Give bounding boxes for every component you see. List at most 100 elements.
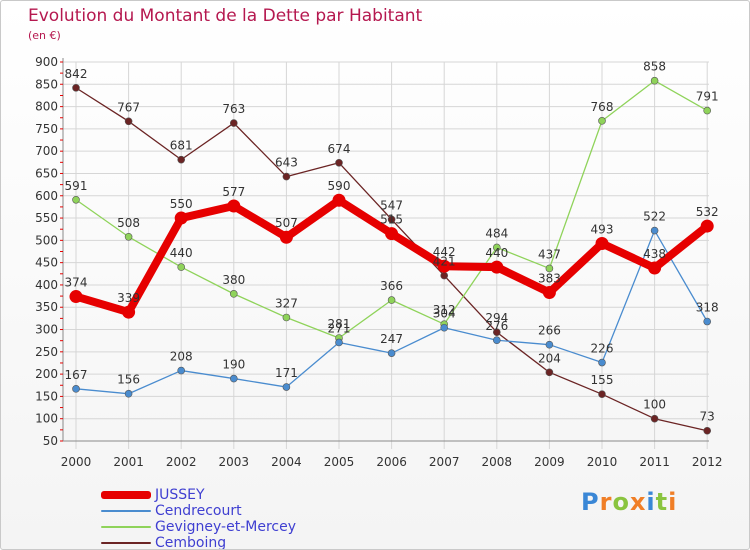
data-label: 374 [65,276,88,290]
data-point-gevigney-et-mercey [177,263,185,271]
x-tick-label: 2002 [166,455,197,469]
data-label: 493 [591,222,614,236]
logo-letter: P [581,488,600,516]
legend-item: Gevigney-et-Mercey [101,519,296,535]
data-point-cemboing [545,368,554,377]
y-tick-label: 150 [35,389,58,403]
data-point-gevigney-et-mercey [230,290,238,298]
data-label: 304 [433,307,456,321]
x-tick-label: 2008 [482,455,513,469]
chart-unit: (en €) [28,29,61,42]
data-point-jussey [700,219,714,233]
data-label: 266 [538,324,561,338]
data-label: 318 [696,301,719,315]
x-tick-label: 2006 [376,455,407,469]
x-tick-label: 2007 [429,455,460,469]
x-tick-label: 2005 [324,455,355,469]
x-tick-label: 2000 [61,455,92,469]
data-point-cendrecourt [335,338,343,347]
data-label: 437 [538,247,561,261]
legend-swatch [101,542,151,544]
data-point-gevigney-et-mercey [598,117,606,125]
data-point-gevigney-et-mercey [492,243,501,252]
data-label: 167 [65,368,88,382]
data-point-cendrecourt [598,358,606,367]
y-tick-label: 900 [35,55,58,69]
x-tick-label: 2009 [534,455,565,469]
data-label: 577 [222,185,245,199]
y-tick-label: 500 [35,233,58,247]
y-tick-label: 600 [35,189,58,203]
data-label: 643 [275,156,298,170]
data-point-cendrecourt [177,366,185,375]
data-point-cendrecourt [230,374,238,383]
data-label: 522 [643,210,666,224]
data-point-cendrecourt [492,336,501,345]
data-point-gevigney-et-mercey [387,296,396,304]
data-label: 768 [591,100,614,114]
data-point-cemboing [440,271,449,280]
data-point-jussey [385,227,399,241]
data-point-jussey [648,261,662,275]
y-tick-label: 700 [35,144,58,158]
data-label: 327 [275,296,298,310]
data-label: 591 [65,179,88,193]
data-point-cemboing [703,426,712,435]
data-point-gevigney-et-mercey [545,264,554,273]
data-point-cemboing [124,117,133,126]
legend-item: JUSSEY [101,487,296,503]
data-point-jussey [174,211,188,225]
y-tick-label: 550 [35,211,58,225]
proxiti-logo: Proxiti [581,488,677,516]
data-point-jussey [437,259,451,273]
data-point-cendrecourt [650,226,659,235]
x-tick-label: 2001 [113,455,144,469]
data-label: 380 [222,273,245,287]
data-label: 767 [117,100,140,114]
data-point-cemboing [282,172,291,181]
data-point-gevigney-et-mercey [650,76,659,85]
y-tick-label: 650 [35,166,58,180]
data-label: 208 [170,350,193,364]
legend-item: Cemboing [101,535,296,550]
legend-item: Cendrecourt [101,503,296,519]
data-label: 171 [275,366,298,380]
data-label: 247 [380,332,403,346]
x-tick-label: 2010 [587,455,618,469]
data-label: 440 [485,246,508,260]
data-label: 484 [485,226,508,240]
data-label: 590 [328,179,351,193]
data-label: 276 [485,319,508,333]
data-label: 440 [170,246,193,260]
x-tick-label: 2004 [271,455,302,469]
data-label: 858 [643,60,666,74]
y-tick-label: 450 [35,256,58,270]
data-label: 674 [328,142,351,156]
data-label: 271 [328,321,351,335]
data-point-cemboing [387,215,396,224]
data-point-cendrecourt [545,340,554,349]
data-label: 438 [643,247,666,261]
x-tick-label: 2012 [692,455,723,469]
y-tick-label: 750 [35,122,58,136]
data-point-cendrecourt [72,385,80,393]
data-point-cendrecourt [387,349,396,357]
data-label: 842 [65,67,88,81]
data-label: 156 [117,373,140,387]
data-point-cemboing [177,155,185,164]
data-label: 763 [222,102,245,116]
data-point-cendrecourt [124,389,133,398]
y-tick-label: 100 [35,412,58,426]
logo-letter: x [629,488,647,516]
legend-swatch [101,526,151,528]
data-label: 515 [380,213,403,227]
data-point-jussey [279,230,293,244]
legend: JUSSEY Cendrecourt Gevigney-et-Mercey Cembo… [101,487,296,550]
data-point-cemboing [598,390,606,398]
y-tick-label: 300 [35,323,58,337]
y-tick-label: 800 [35,100,58,114]
data-label: 532 [696,205,719,219]
legend-label: Cemboing [155,535,227,550]
data-label: 190 [222,358,245,372]
data-point-jussey [332,193,346,207]
